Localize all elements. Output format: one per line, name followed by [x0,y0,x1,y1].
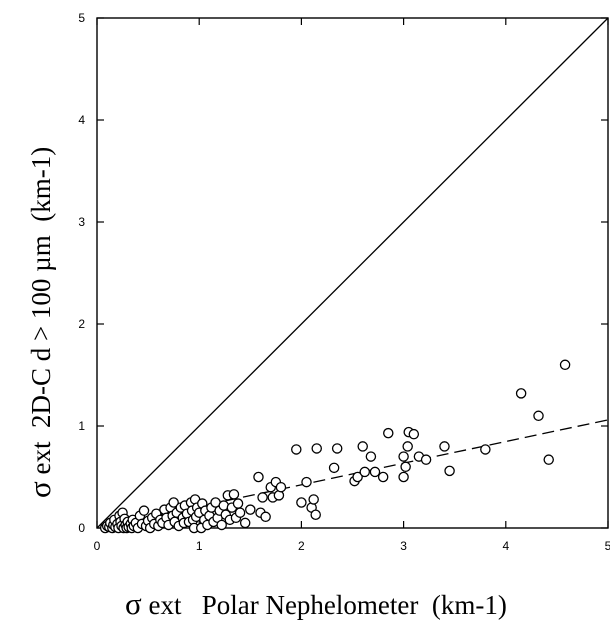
data-point [402,441,413,452]
y-tick-label: 3 [78,215,85,229]
data-point [331,443,343,454]
data-point [357,441,368,452]
data-point [533,410,544,422]
y-axis-title: σ ext 2D-C d > 100 µm (km-1) [22,147,57,498]
data-point [239,517,251,529]
data-point [275,481,287,493]
data-point [257,492,268,503]
data-point [398,451,409,462]
data-point [400,461,411,473]
data-point [291,444,302,455]
data-point [311,443,322,454]
x-tick-label: 2 [298,539,305,553]
data-point [398,471,409,483]
y-tick-label: 1 [78,419,85,433]
reference-lines [96,17,609,529]
data-point [296,497,307,508]
data-point [559,359,571,371]
data-point [543,454,554,465]
y-tick-label: 5 [78,11,85,25]
data-point [245,504,256,515]
y-axis-text: ext 2D-C d > 100 µm (km-1) [26,147,56,482]
one-to-one-line [96,17,609,529]
x-axis-text: ext Polar Nephelometer (km-1) [142,590,507,620]
data-point [515,388,527,399]
data-point [260,511,271,523]
data-points [99,359,571,534]
data-point [369,466,381,478]
data-point [228,489,240,500]
data-point [301,476,312,488]
x-tick-label: 1 [196,539,203,553]
data-point [352,471,363,483]
x-tick-label: 3 [400,539,407,553]
data-point [232,498,244,509]
data-point [377,471,389,483]
data-point [308,494,319,505]
y-axis-sigma: σ [22,481,57,498]
x-tick-label: 4 [502,539,509,553]
data-point [168,497,179,508]
x-tick-label: 0 [94,539,101,553]
data-point [216,519,227,531]
y-tick-label: 4 [78,113,85,127]
data-point [383,427,394,439]
data-point [234,507,246,518]
data-point [359,466,371,478]
data-point [328,462,340,474]
axis-ticks: 0 1 2 3 4 5 0 1 2 3 4 5 [78,11,610,553]
y-tick-label: 2 [78,317,85,331]
data-point [444,465,455,477]
plot-frame [96,17,609,529]
x-axis-title: σ ext Polar Nephelometer (km-1) [125,586,507,621]
data-point [253,471,264,483]
data-point [480,444,491,455]
data-point [408,428,420,440]
x-axis-sigma: σ [125,586,142,621]
y-tick-label: 0 [78,521,85,535]
data-point [420,454,432,465]
data-point [365,451,377,462]
data-point [439,441,450,452]
x-tick-label: 5 [605,539,610,553]
data-point [138,505,150,516]
data-point [310,509,321,520]
